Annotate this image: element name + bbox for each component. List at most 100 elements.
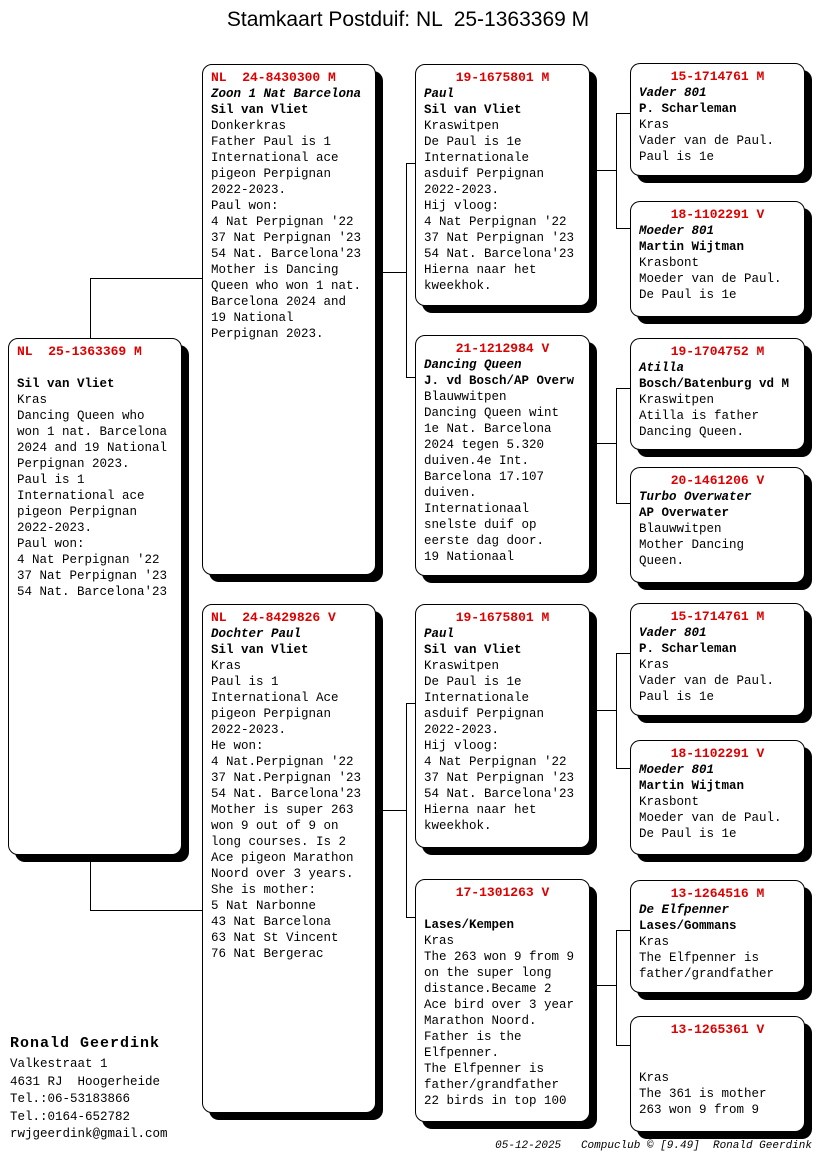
pedigree-connector-line [90, 910, 202, 911]
pigeon-name: Dancing Queen [424, 358, 522, 372]
pedigree-box-greatgrandparent-3: 19-1704752 M Atilla Bosch/Batenburg vd M Kr… [630, 338, 805, 450]
info-line: 4 Nat Perpignan '22 [424, 755, 567, 769]
software-credit-line: 05-12-2025 Compuclub © [9.49] Ronald Gee… [495, 1140, 812, 1152]
info-line: father/grandfather [424, 1078, 560, 1092]
pedigree-connector-line [616, 228, 631, 229]
info-line: kweekhok. [424, 279, 492, 293]
info-line: 2022-2023. [17, 521, 93, 535]
info-line: Dancing Queen. [639, 425, 745, 439]
info-line: 5 Nat Narbonne [211, 899, 317, 913]
owner-contact-block: Ronald Geerdink Valkestraat 1 4631 RJ Ho… [10, 1032, 168, 1144]
pigeon-name: Zoon 1 Nat Barcelona [211, 87, 362, 101]
pedigree-box-greatgrandparent-1: 15-1714761 M Vader 801 P. Scharleman Kras Va… [630, 63, 805, 176]
info-line: Kras [639, 658, 670, 672]
info-line: The Elfpenner is [424, 1062, 545, 1076]
info-line: Vader van de Paul. [639, 134, 775, 148]
info-line: Father is the [424, 1030, 522, 1044]
info-line: 4 Nat.Perpignan '22 [211, 755, 354, 769]
info-line: De Paul is 1e [424, 675, 522, 689]
ring-number: 18-1102291 V [670, 746, 765, 761]
pigeon-name: Turbo Overwater [639, 490, 752, 504]
breeder-name: J. vd Bosch/AP Overw [424, 374, 575, 388]
ring-number: 15-1714761 M [670, 609, 765, 624]
info-line: 19 Nationaal [424, 550, 515, 564]
info-line: Paul won: [17, 537, 85, 551]
pedigree-connector-line [616, 388, 631, 389]
info-line: International Ace [211, 691, 339, 705]
pedigree-connector-line [616, 503, 631, 504]
info-line: father/grandfather [639, 967, 775, 981]
pedigree-connector-line [616, 1045, 631, 1046]
pedigree-box-greatgrandparent-6: 18-1102291 V Moeder 801 Martin Wijtman Kras… [630, 740, 805, 855]
info-line: pigeon Perpignan [211, 167, 332, 181]
ring-number: 17-1301263 V [455, 885, 550, 900]
info-line: Hierna naar het [424, 263, 537, 277]
owner-email-line: rwjgeerdink@gmail.com [10, 1127, 168, 1141]
info-line: Hierna naar het [424, 803, 537, 817]
breeder-name: Bosch/Batenburg vd M [639, 377, 790, 391]
pedigree-connector-line [616, 113, 617, 228]
ring-number: 19-1675801 M [455, 610, 550, 625]
pigeon-name: Vader 801 [639, 626, 707, 640]
pedigree-box-greatgrandparent-8: 13-1265361 V Kras The 361 is mother 263 won… [630, 1016, 805, 1132]
ring-number: 19-1675801 M [455, 70, 550, 85]
info-line: eerste dag door. [424, 534, 545, 548]
info-line: Dancing Queen wint [424, 406, 560, 420]
info-line: 4 Nat Perpignan '22 [211, 215, 354, 229]
info-line: De Paul is 1e [639, 288, 737, 302]
info-line: 54 Nat. Barcelona'23 [211, 247, 362, 261]
info-line: 19 National [211, 311, 294, 325]
info-line: Dancing Queen who [17, 409, 145, 423]
info-line: Kras [211, 659, 242, 673]
info-line: Kraswitpen [424, 119, 500, 133]
info-line: Paul is 1e [639, 690, 715, 704]
pedigree-connector-line [616, 653, 617, 768]
info-line: duiven. [424, 486, 477, 500]
info-line: Krasbont [639, 256, 700, 270]
info-line: Paul is 1e [639, 150, 715, 164]
info-line: De Paul is 1e [424, 135, 522, 149]
info-line: 4 Nat Perpignan '22 [17, 553, 160, 567]
info-line: Ace pigeon Marathon [211, 851, 354, 865]
ring-number: 19-1704752 M [670, 344, 765, 359]
info-line: 2022-2023. [211, 183, 287, 197]
info-line: Paul is 1 [211, 675, 279, 689]
pedigree-connector-line [376, 272, 406, 273]
pedigree-box-greatgrandparent-5: 15-1714761 M Vader 801 P. Scharleman Kras Va… [630, 603, 805, 716]
info-line: 2022-2023. [424, 183, 500, 197]
pedigree-box-grandfather-paternal: 19-1675801 M Paul Sil van Vliet Kraswitpen D… [415, 64, 590, 306]
info-line: Atilla is father [639, 409, 760, 423]
pedigree-box-subject: NL 25-1363369 M Sil van Vliet Kras Dancing … [8, 338, 182, 855]
info-line: De Paul is 1e [639, 827, 737, 841]
info-line: The 263 won 9 from 9 [424, 950, 575, 964]
info-line: 37 Nat Perpignan '23 [424, 771, 575, 785]
info-line: 37 Nat Perpignan '23 [211, 231, 362, 245]
info-line: Kras [639, 118, 670, 132]
info-line: Hij vloog: [424, 739, 500, 753]
info-line: 1e Nat. Barcelona [424, 422, 552, 436]
info-line: He won: [211, 739, 264, 753]
pedigree-connector-line [591, 170, 616, 171]
page-title: Stamkaart Postduif: NL 25-1363369 M [226, 8, 590, 31]
pigeon-name: Atilla [639, 361, 685, 375]
info-line: The 361 is mother [639, 1087, 767, 1101]
ring-number: 13-1265361 V [670, 1022, 765, 1037]
info-line: Internationale [424, 151, 530, 165]
pedigree-connector-line [406, 703, 416, 704]
ring-number: 21-1212984 V [455, 341, 550, 356]
pedigree-box-greatgrandparent-7: 13-1264516 M De Elfpenner Lases/Gommans Kra… [630, 880, 805, 993]
ring-number: 18-1102291 V [670, 207, 765, 222]
pedigree-connector-line [616, 768, 631, 769]
info-line: 63 Nat St Vincent [211, 931, 339, 945]
pedigree-connector-line [406, 377, 416, 378]
info-line: Paul won: [211, 199, 279, 213]
breeder-name: P. Scharleman [639, 102, 737, 116]
info-line: 37 Nat Perpignan '23 [424, 231, 575, 245]
pedigree-connector-line [616, 653, 631, 654]
info-line: 43 Nat Barcelona [211, 915, 332, 929]
pedigree-box-greatgrandparent-2: 18-1102291 V Moeder 801 Martin Wijtman Kras… [630, 201, 805, 317]
breeder-name: Sil van Vliet [211, 103, 309, 117]
pigeon-name: Paul [424, 87, 455, 101]
info-line: 2024 tegen 5.320 [424, 438, 545, 452]
info-line: 76 Nat Bergerac [211, 947, 324, 961]
